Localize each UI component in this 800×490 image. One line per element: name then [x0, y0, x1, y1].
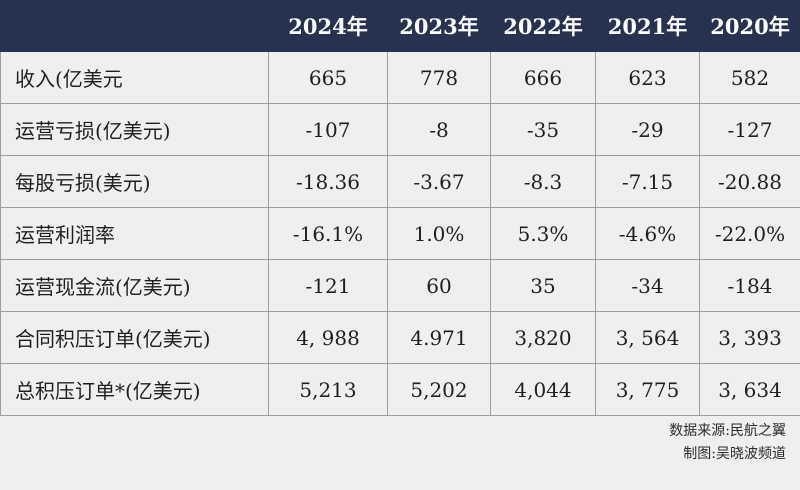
table-row: 每股亏损(美元) -18.36 -3.67 -8.3 -7.15 -20.88 [0, 155, 800, 208]
column-header: 2021年 [595, 0, 700, 52]
table-cell: 4,044 [490, 363, 596, 416]
table-cell: -107 [268, 103, 388, 156]
row-label: 总积压订单*(亿美元) [0, 363, 269, 416]
credits: 数据来源:民航之翼 制图:吴晓波频道 [669, 420, 786, 466]
table-cell: -7.15 [595, 155, 700, 208]
table-cell: -34 [595, 259, 700, 312]
data-table: 2024年 2023年 2022年 2021年 2020年 收入(亿美元 665… [0, 0, 800, 416]
table-cell: -29 [595, 103, 700, 156]
column-header: 2022年 [490, 0, 596, 52]
author-credit: 制图:吴晓波频道 [683, 446, 786, 462]
header-corner [0, 0, 269, 52]
header-row: 2024年 2023年 2022年 2021年 2020年 [0, 0, 800, 52]
table-cell: -18.36 [268, 155, 388, 208]
table-cell: -20.88 [699, 155, 800, 208]
table-row: 运营亏损(亿美元) -107 -8 -35 -29 -127 [0, 103, 800, 156]
table-cell: 3, 393 [699, 311, 800, 364]
table-cell: 582 [699, 51, 800, 104]
table-cell: -35 [490, 103, 596, 156]
table-cell: -127 [699, 103, 800, 156]
row-label: 运营利润率 [0, 207, 269, 260]
row-label: 收入(亿美元 [0, 51, 269, 104]
column-header: 2023年 [387, 0, 491, 52]
table-cell: 3,820 [490, 311, 596, 364]
row-label: 运营亏损(亿美元) [0, 103, 269, 156]
table-cell: 665 [268, 51, 388, 104]
table-row: 运营利润率 -16.1% 1.0% 5.3% -4.6% -22.0% [0, 207, 800, 260]
row-label: 每股亏损(美元) [0, 155, 269, 208]
source-credit: 数据来源:民航之翼 [669, 423, 786, 439]
table-cell: -121 [268, 259, 388, 312]
table-cell: -8.3 [490, 155, 596, 208]
table-cell: 35 [490, 259, 596, 312]
table-cell: -22.0% [699, 207, 800, 260]
table-cell: 3, 775 [595, 363, 700, 416]
column-header: 2020年 [699, 0, 800, 52]
column-header: 2024年 [268, 0, 388, 52]
table-cell: 623 [595, 51, 700, 104]
table-cell: 4, 988 [268, 311, 388, 364]
table-cell: 5.3% [490, 207, 596, 260]
table-row: 收入(亿美元 665 778 666 623 582 [0, 51, 800, 104]
table-cell: 1.0% [387, 207, 491, 260]
table-cell: 5,213 [268, 363, 388, 416]
table-cell: -3.67 [387, 155, 491, 208]
table-cell: -184 [699, 259, 800, 312]
table-cell: 778 [387, 51, 491, 104]
table-row: 合同积压订单(亿美元) 4, 988 4.971 3,820 3, 564 3,… [0, 311, 800, 364]
table-cell: -8 [387, 103, 491, 156]
row-label: 运营现金流(亿美元) [0, 259, 269, 312]
row-label: 合同积压订单(亿美元) [0, 311, 269, 364]
table-cell: 666 [490, 51, 596, 104]
table-cell: -4.6% [595, 207, 700, 260]
table-cell: 5,202 [387, 363, 491, 416]
table-cell: -16.1% [268, 207, 388, 260]
table-cell: 3, 634 [699, 363, 800, 416]
table-cell: 4.971 [387, 311, 491, 364]
table-row: 运营现金流(亿美元) -121 60 35 -34 -184 [0, 259, 800, 312]
table-cell: 3, 564 [595, 311, 700, 364]
table-row: 总积压订单*(亿美元) 5,213 5,202 4,044 3, 775 3, … [0, 363, 800, 416]
table-cell: 60 [387, 259, 491, 312]
